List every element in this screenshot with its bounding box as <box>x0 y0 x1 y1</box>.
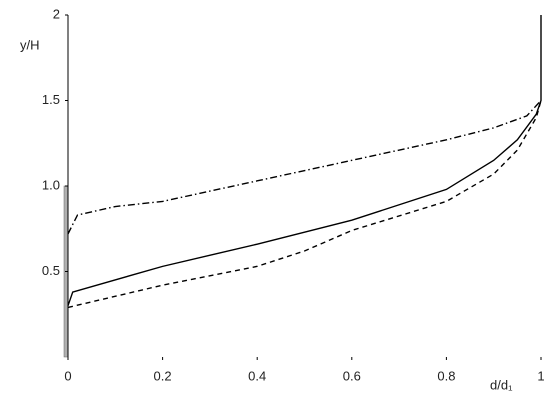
y-tick-label: 0.5 <box>42 263 60 278</box>
x-axis-label: d/d₁ <box>490 377 513 392</box>
series-line <box>67 100 542 235</box>
y-tick-label: 1.0 <box>42 177 60 192</box>
series-line <box>67 15 542 306</box>
series-line <box>67 100 542 309</box>
x-tick-label: 0.8 <box>437 368 455 383</box>
x-tick-label: 0.6 <box>343 368 361 383</box>
y-tick-label: 2 <box>53 6 60 21</box>
x-tick-label: 1 <box>537 368 544 383</box>
y-axis-label: y/H <box>20 37 40 52</box>
x-tick-label: 0.4 <box>248 368 266 383</box>
x-tick-label: 0.2 <box>154 368 172 383</box>
y-tick-label: 1.5 <box>42 92 60 107</box>
x-tick-label: 0 <box>64 368 71 383</box>
